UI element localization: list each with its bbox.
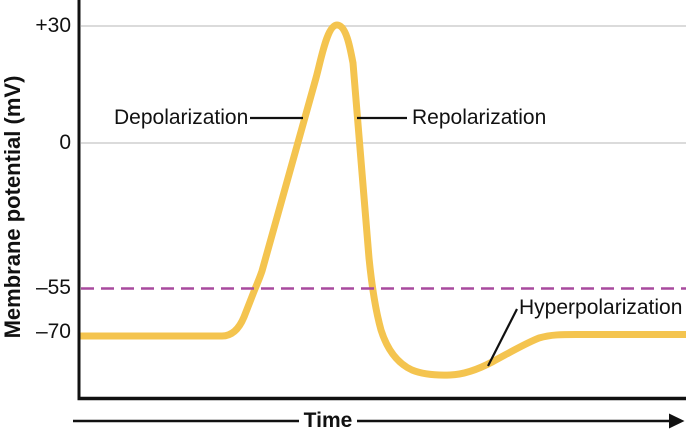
hyperpolarization-label: Hyperpolarization [519,296,683,319]
tick-plus30: +30 [35,14,71,37]
membrane-potential-curve [77,21,686,379]
x-axis-title: Time [303,409,353,432]
repolarization-label: Repolarization [412,106,547,129]
tick-minus55: –55 [35,276,71,299]
tick-zero: 0 [59,131,71,154]
depolarization-label: Depolarization [114,106,249,129]
time-arrowhead-icon [669,413,685,429]
tick-minus70: –70 [35,320,71,343]
y-axis-title: Membrane potential (mV) [0,75,25,339]
hyperpolarization-leader-line [487,308,518,367]
